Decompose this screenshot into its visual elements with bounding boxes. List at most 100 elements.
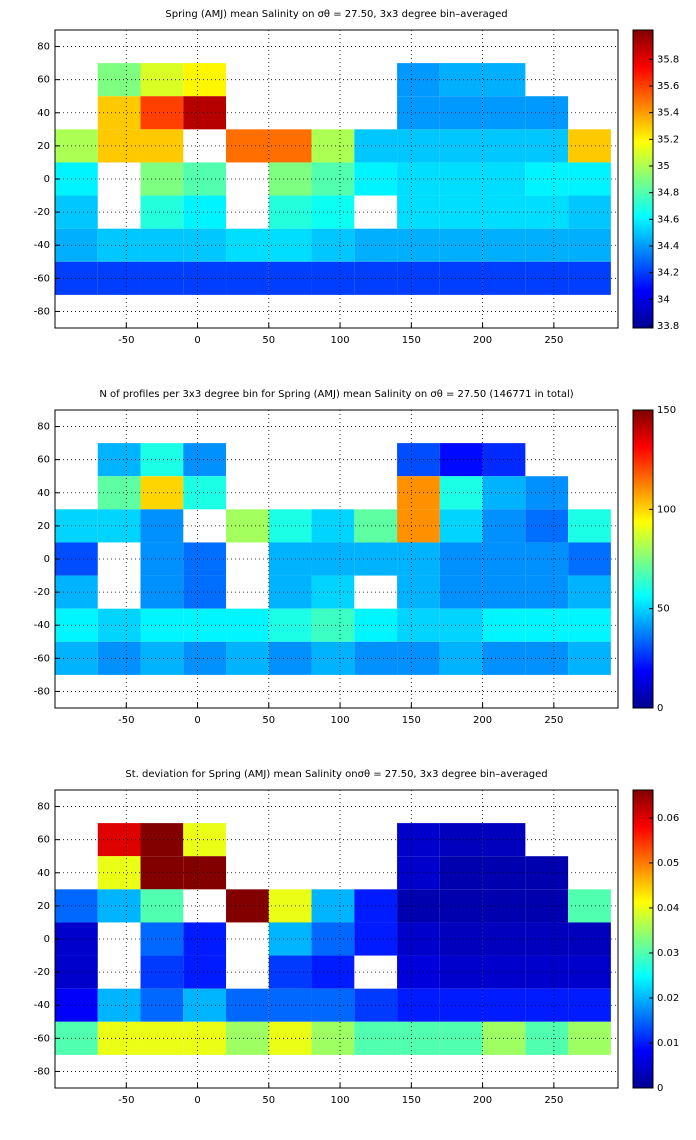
cell bbox=[525, 1021, 569, 1055]
cell bbox=[183, 641, 227, 675]
y-tick-label: 40 bbox=[37, 108, 50, 119]
cell bbox=[568, 1021, 611, 1055]
cell bbox=[140, 509, 184, 543]
chart-title: Spring (AMJ) mean Salinity on σθ = 27.50… bbox=[165, 9, 507, 20]
cell bbox=[183, 261, 227, 295]
y-tick-label: 20 bbox=[37, 901, 50, 912]
cell bbox=[525, 542, 569, 576]
cell bbox=[183, 228, 227, 262]
cell bbox=[55, 575, 98, 609]
colorbar-tick-label: 34.8 bbox=[657, 188, 679, 199]
cell bbox=[183, 1021, 227, 1055]
cell bbox=[525, 955, 569, 989]
cell bbox=[525, 261, 569, 295]
x-tick-label: 250 bbox=[544, 335, 563, 346]
y-tick-label: 80 bbox=[37, 802, 50, 813]
cell bbox=[525, 195, 569, 229]
cell bbox=[397, 641, 440, 675]
cell bbox=[525, 228, 569, 262]
cell bbox=[183, 542, 227, 576]
cell bbox=[140, 195, 184, 229]
cell bbox=[397, 228, 440, 262]
colorbar-tick-label: 35.2 bbox=[657, 134, 679, 145]
x-tick-label: 100 bbox=[331, 1095, 350, 1106]
y-tick-label: 0 bbox=[44, 934, 50, 945]
axes-box bbox=[54, 29, 619, 329]
cell bbox=[568, 261, 611, 295]
y-tick-label: -80 bbox=[34, 306, 50, 317]
x-tick-label: 100 bbox=[331, 335, 350, 346]
cell bbox=[183, 823, 227, 857]
cell bbox=[183, 955, 227, 989]
colorbar-tick-label: 100 bbox=[657, 504, 676, 515]
y-tick-label: 60 bbox=[37, 835, 50, 846]
cell bbox=[397, 889, 440, 923]
cell bbox=[55, 608, 98, 642]
cell bbox=[525, 608, 569, 642]
cell bbox=[439, 228, 483, 262]
cell bbox=[55, 509, 98, 543]
axes-box bbox=[54, 789, 619, 1089]
cell bbox=[397, 1021, 440, 1055]
cell bbox=[439, 1021, 483, 1055]
cell bbox=[183, 63, 227, 97]
cell bbox=[55, 228, 98, 262]
cell bbox=[183, 575, 227, 609]
cell bbox=[525, 889, 569, 923]
x-tick-label: 0 bbox=[194, 715, 200, 726]
cell bbox=[439, 823, 483, 857]
cell bbox=[183, 162, 227, 196]
cell bbox=[397, 476, 440, 510]
cell bbox=[55, 988, 98, 1022]
cell bbox=[397, 823, 440, 857]
cell bbox=[140, 228, 184, 262]
y-tick-label: 20 bbox=[37, 521, 50, 532]
y-tick-label: 0 bbox=[44, 174, 50, 185]
cell bbox=[568, 195, 611, 229]
cell bbox=[140, 575, 184, 609]
cell bbox=[140, 641, 184, 675]
x-tick-label: 50 bbox=[262, 1095, 275, 1106]
cell bbox=[525, 476, 569, 510]
cell bbox=[568, 575, 611, 609]
cell bbox=[397, 955, 440, 989]
cell bbox=[525, 641, 569, 675]
y-tick-label: -40 bbox=[34, 620, 50, 631]
cell bbox=[397, 443, 440, 477]
x-tick-label: 200 bbox=[473, 1095, 492, 1106]
cell bbox=[439, 195, 483, 229]
x-tick-label: 250 bbox=[544, 1095, 563, 1106]
colorbar-tick-label: 34.2 bbox=[657, 268, 679, 279]
cell bbox=[140, 162, 184, 196]
cell bbox=[183, 476, 227, 510]
cell bbox=[55, 955, 98, 989]
cell bbox=[439, 988, 483, 1022]
colorbar-tick-label: 0.03 bbox=[657, 948, 679, 959]
y-tick-label: 60 bbox=[37, 455, 50, 466]
cell bbox=[439, 63, 483, 97]
x-tick-label: 200 bbox=[473, 715, 492, 726]
x-tick-label: 50 bbox=[262, 715, 275, 726]
x-tick-label: 0 bbox=[194, 1095, 200, 1106]
cell bbox=[140, 261, 184, 295]
y-tick-label: 20 bbox=[37, 141, 50, 152]
cell bbox=[439, 575, 483, 609]
colorbar-tick-label: 0.06 bbox=[657, 813, 679, 824]
y-tick-label: -80 bbox=[34, 1066, 50, 1077]
x-tick-label: 50 bbox=[262, 335, 275, 346]
cell bbox=[140, 856, 184, 890]
cell bbox=[568, 641, 611, 675]
cell bbox=[439, 129, 483, 163]
y-tick-label: 60 bbox=[37, 75, 50, 86]
colorbar-tick-label: 35 bbox=[657, 161, 670, 172]
cell bbox=[183, 856, 227, 890]
x-tick-label: 0 bbox=[194, 335, 200, 346]
y-tick-label: -60 bbox=[34, 273, 50, 284]
x-tick-label: 150 bbox=[402, 335, 421, 346]
cell bbox=[568, 542, 611, 576]
cell bbox=[439, 922, 483, 956]
y-tick-label: -60 bbox=[34, 653, 50, 664]
x-tick-label: -50 bbox=[118, 335, 134, 346]
cell bbox=[140, 96, 184, 130]
cell bbox=[397, 509, 440, 543]
